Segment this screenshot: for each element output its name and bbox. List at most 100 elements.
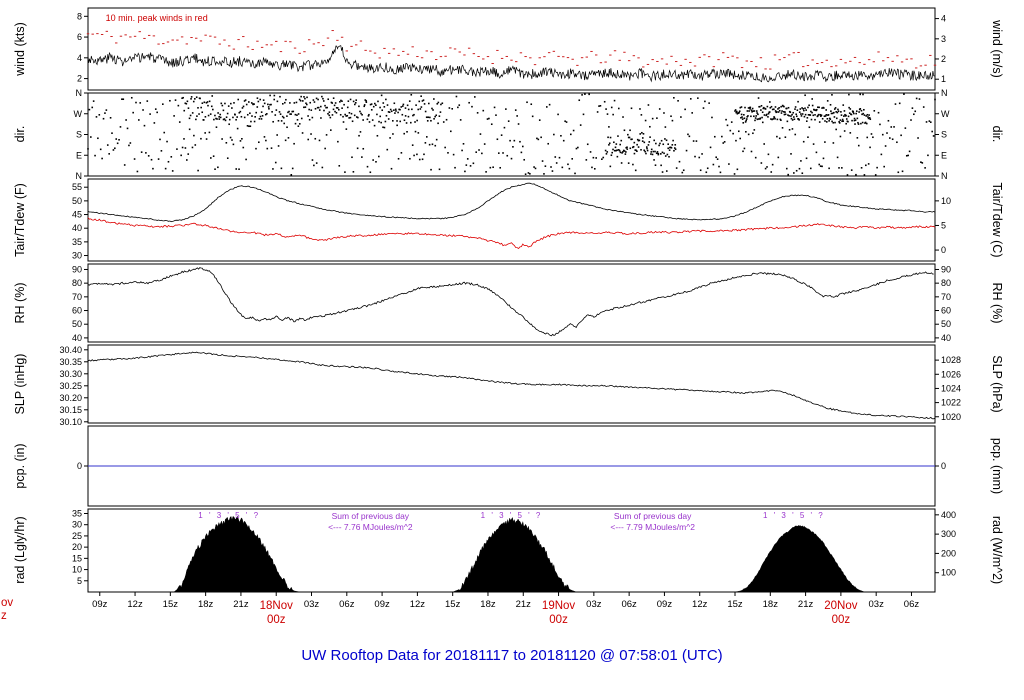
svg-text:10: 10 <box>72 565 82 575</box>
svg-text:2: 2 <box>77 74 82 84</box>
svg-text:03z: 03z <box>586 599 602 610</box>
svg-text:09z: 09z <box>92 599 108 610</box>
svg-text:70: 70 <box>72 292 82 302</box>
ylabel-right-slp: SLP (hPa) <box>990 355 1004 413</box>
svg-text:35: 35 <box>72 508 82 518</box>
svg-text:W: W <box>74 109 83 119</box>
svg-text:15z: 15z <box>727 599 743 610</box>
ylabel-right-rh: RH (%) <box>990 282 1004 324</box>
svg-text:30.10: 30.10 <box>59 417 82 427</box>
ylabel-left-rh: RH (%) <box>13 282 27 324</box>
svg-text:19Nov: 19Nov <box>542 600 575 612</box>
svg-text:30: 30 <box>72 251 82 261</box>
svg-text:70: 70 <box>941 292 951 302</box>
ylabel-right-dir: dir. <box>990 125 1004 143</box>
svg-text:1 ' 3 ' 5 ' ?: 1 ' 3 ' 5 ' ? <box>198 511 260 520</box>
svg-text:1020: 1020 <box>941 412 961 422</box>
svg-text:8: 8 <box>77 11 82 21</box>
ylabel-left-wind: wind (kts) <box>13 22 27 76</box>
svg-text:N: N <box>941 88 948 98</box>
svg-text:00z: 00z <box>549 614 568 626</box>
svg-text:0: 0 <box>941 245 946 255</box>
svg-text:1028: 1028 <box>941 355 961 365</box>
svg-text:35: 35 <box>72 237 82 247</box>
svg-text:15: 15 <box>72 553 82 563</box>
svg-text:50: 50 <box>941 319 951 329</box>
svg-text:15z: 15z <box>163 599 179 610</box>
svg-text:1024: 1024 <box>941 383 961 393</box>
ylabel-left-rad: rad (Lgly/hr) <box>13 516 27 584</box>
ylabel-right-rad: rad (W/m^2) <box>990 515 1004 585</box>
svg-text:1 ' 3 ' 5 ' ?: 1 ' 3 ' 5 ' ? <box>481 511 543 520</box>
ylabel-right-wind: wind (m/s) <box>990 20 1004 78</box>
svg-text:06z: 06z <box>904 599 920 610</box>
svg-text:1: 1 <box>941 74 946 84</box>
svg-text:30: 30 <box>72 520 82 530</box>
svg-text:25: 25 <box>72 531 82 541</box>
ylabel-right-pcp: pcp. (mm) <box>990 437 1004 495</box>
svg-text:10 min. peak winds in red: 10 min. peak winds in red <box>106 13 208 23</box>
svg-text:S: S <box>76 130 82 140</box>
clipped-date-line2: z <box>1 610 7 622</box>
svg-text:80: 80 <box>72 278 82 288</box>
ylabel-left-tair: Tair/Tdew (F) <box>13 183 27 257</box>
svg-text:03z: 03z <box>304 599 320 610</box>
svg-text:60: 60 <box>72 306 82 316</box>
svg-text:0: 0 <box>941 461 946 471</box>
ylabel-right-tair: Tair/Tdew (C) <box>990 182 1004 258</box>
svg-text:40: 40 <box>72 223 82 233</box>
svg-text:18z: 18z <box>198 599 214 610</box>
svg-text:50: 50 <box>72 319 82 329</box>
svg-text:200: 200 <box>941 548 956 558</box>
svg-text:15z: 15z <box>445 599 461 610</box>
svg-text:4: 4 <box>941 14 946 24</box>
svg-text:80: 80 <box>941 278 951 288</box>
svg-text:90: 90 <box>72 264 82 274</box>
svg-text:90: 90 <box>941 264 951 274</box>
svg-text:5: 5 <box>77 576 82 586</box>
svg-text:21z: 21z <box>233 599 249 610</box>
svg-text:Sum of previous day: Sum of previous day <box>332 511 410 521</box>
svg-text:3: 3 <box>941 34 946 44</box>
svg-text:<--- 7.76 MJoules/m^2: <--- 7.76 MJoules/m^2 <box>328 522 413 532</box>
svg-text:0: 0 <box>77 461 82 471</box>
ylabel-left-pcp: pcp. (in) <box>13 443 27 489</box>
svg-text:6: 6 <box>77 32 82 42</box>
svg-text:N: N <box>76 171 83 181</box>
svg-text:2: 2 <box>941 54 946 64</box>
svg-text:12z: 12z <box>127 599 143 610</box>
svg-text:20: 20 <box>72 542 82 552</box>
chart-title: UW Rooftop Data for 20181117 to 20181120… <box>301 647 723 664</box>
svg-text:60: 60 <box>941 306 951 316</box>
svg-text:30.40: 30.40 <box>59 345 82 355</box>
svg-text:400: 400 <box>941 510 956 520</box>
svg-text:18Nov: 18Nov <box>260 600 293 612</box>
svg-text:09z: 09z <box>657 599 673 610</box>
svg-text:18z: 18z <box>763 599 779 610</box>
svg-text:1022: 1022 <box>941 398 961 408</box>
svg-text:N: N <box>941 171 948 181</box>
svg-text:03z: 03z <box>869 599 885 610</box>
svg-text:30.25: 30.25 <box>59 381 82 391</box>
svg-text:30.30: 30.30 <box>59 369 82 379</box>
clipped-date-line1: ov <box>1 597 14 609</box>
svg-text:4: 4 <box>77 53 82 63</box>
svg-text:55: 55 <box>72 182 82 192</box>
svg-text:12z: 12z <box>692 599 708 610</box>
svg-text:09z: 09z <box>374 599 390 610</box>
svg-text:1026: 1026 <box>941 369 961 379</box>
svg-text:40: 40 <box>941 333 951 343</box>
svg-text:00z: 00z <box>267 614 286 626</box>
svg-text:E: E <box>76 150 82 160</box>
svg-text:40: 40 <box>72 333 82 343</box>
svg-text:100: 100 <box>941 568 956 578</box>
svg-text:S: S <box>941 130 947 140</box>
svg-text:1 ' 3 ' 5 ' ?: 1 ' 3 ' 5 ' ? <box>763 511 825 520</box>
svg-text:45: 45 <box>72 210 82 220</box>
svg-text:20Nov: 20Nov <box>824 600 857 612</box>
svg-text:06z: 06z <box>621 599 637 610</box>
svg-text:12z: 12z <box>410 599 426 610</box>
ylabel-left-dir: dir. <box>13 125 27 143</box>
